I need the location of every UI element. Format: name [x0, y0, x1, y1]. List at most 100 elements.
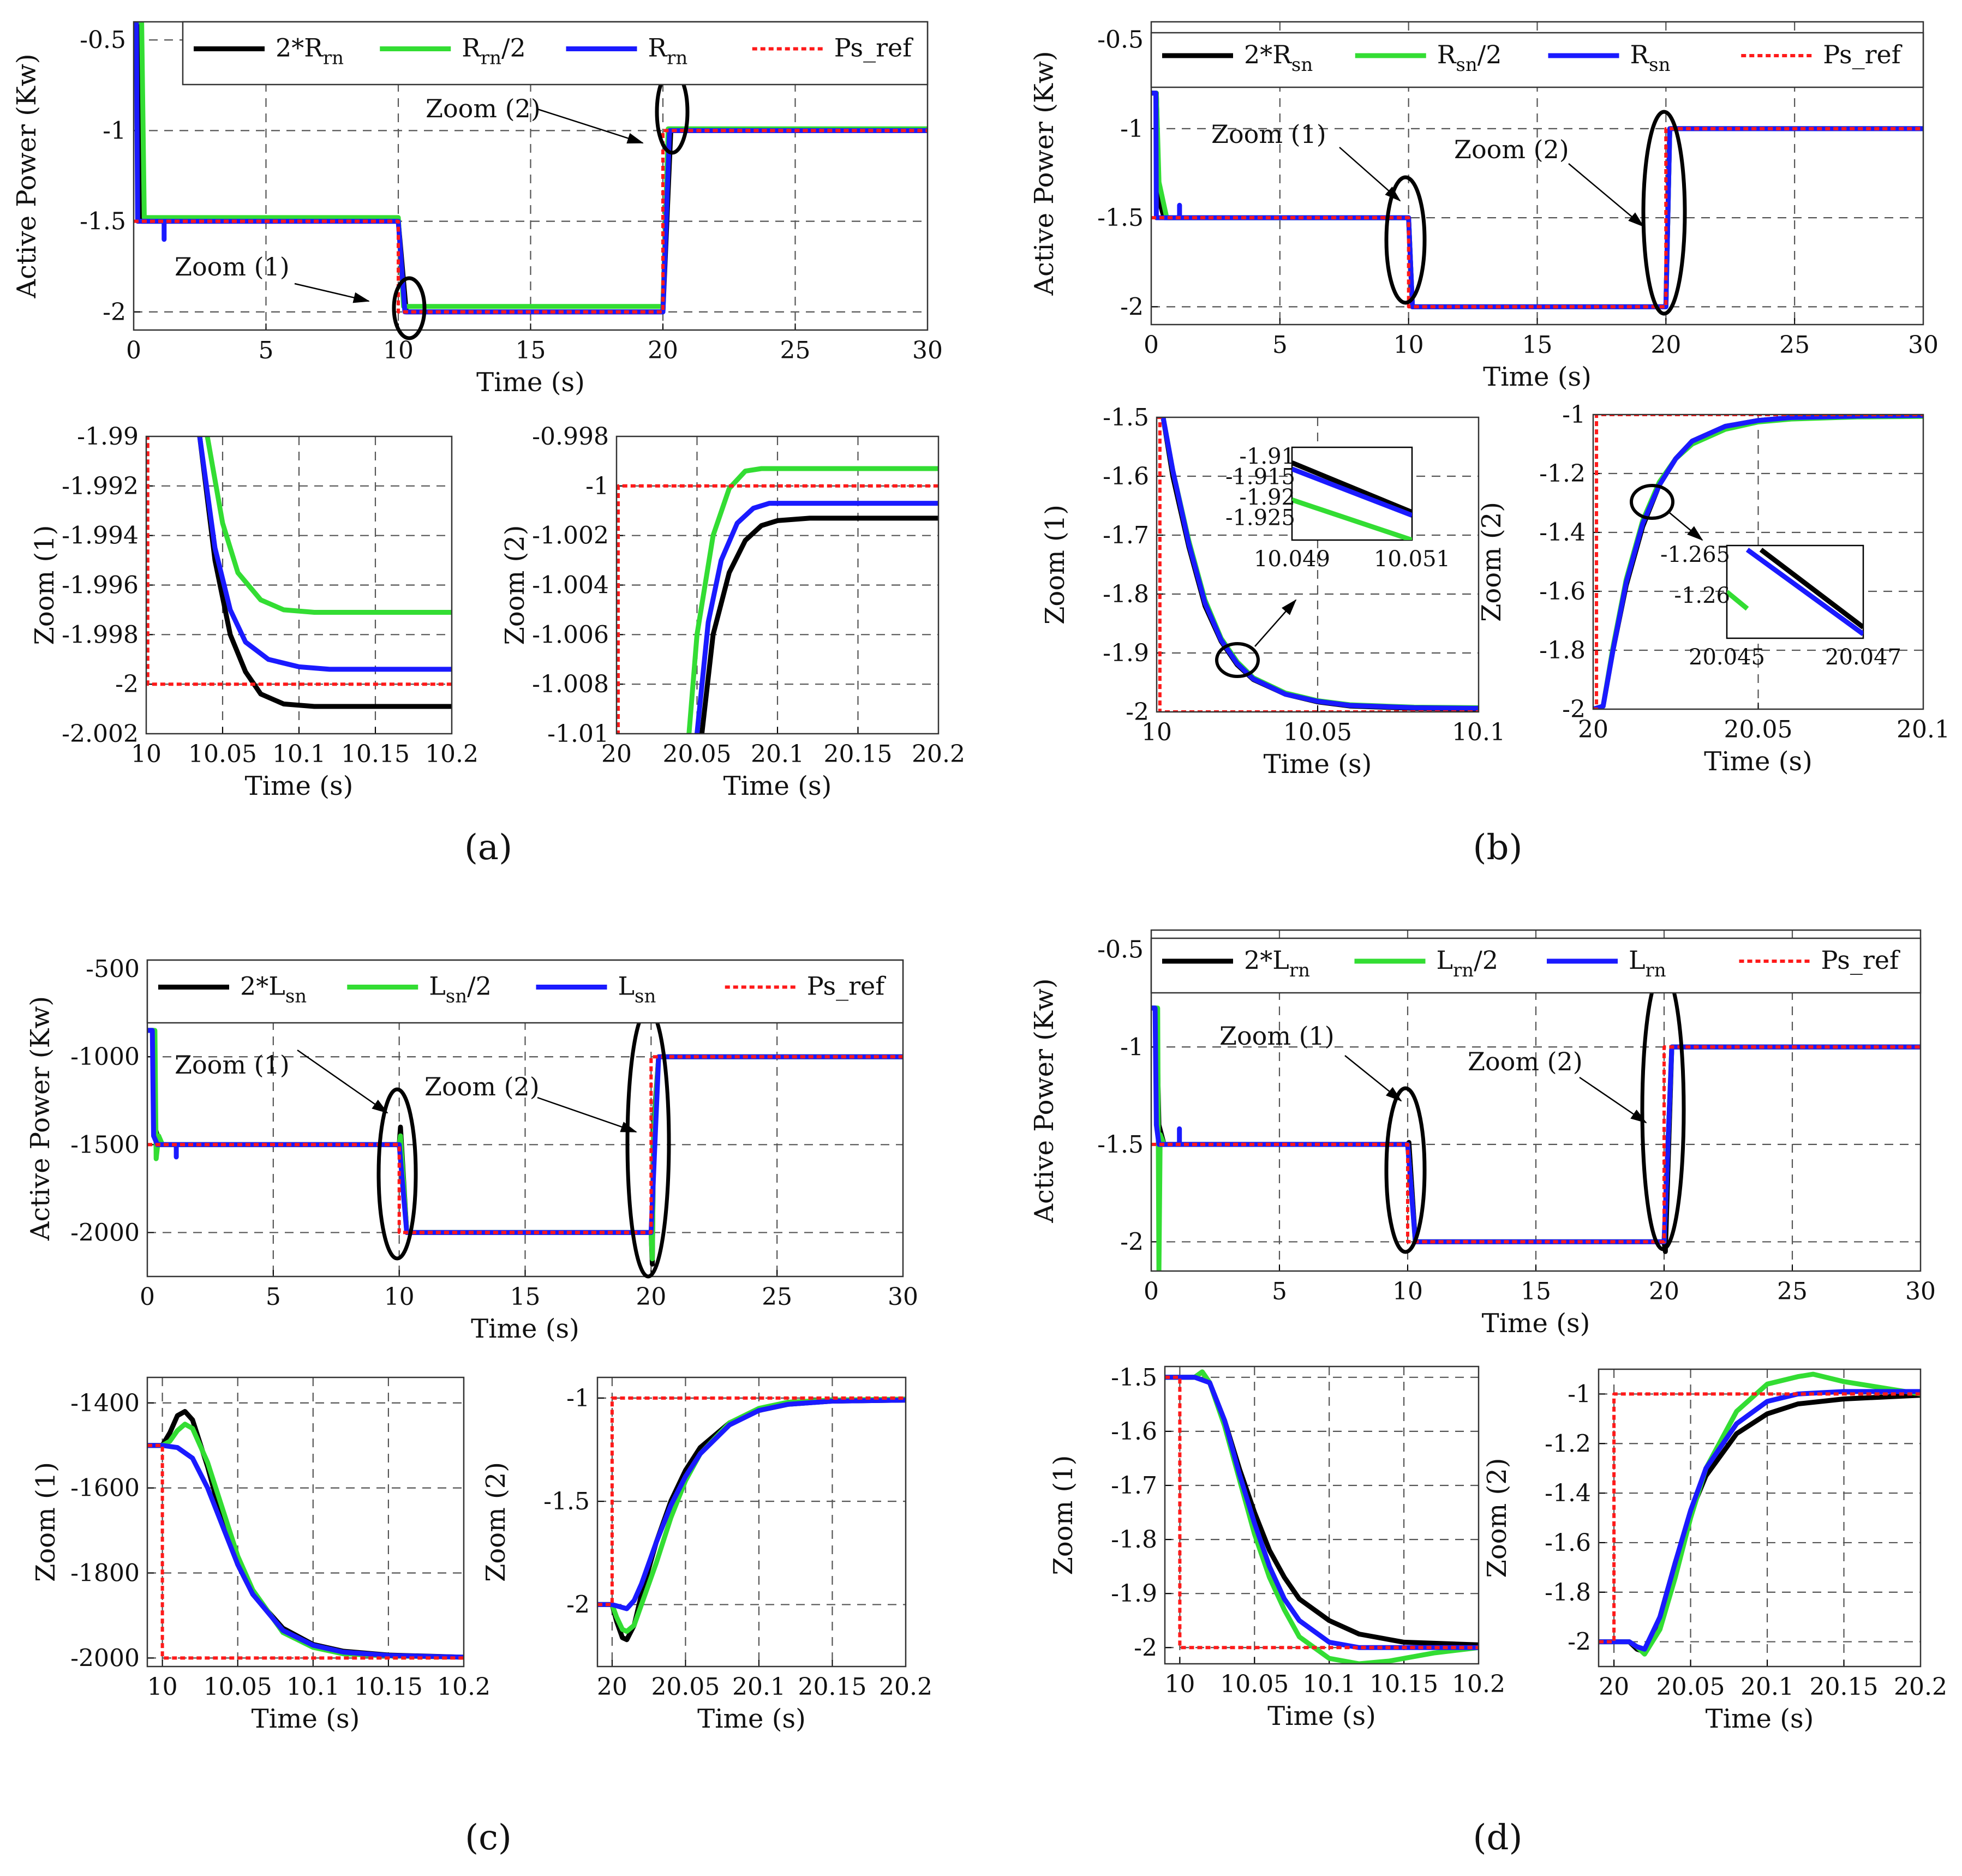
x-tick-label: 5	[1272, 331, 1288, 359]
y-tick-label: -1000	[70, 1043, 140, 1071]
c-zoom1-ylabel: Zoom (1)	[31, 1462, 61, 1582]
a-zoom1-xlabel: Time (s)	[245, 771, 354, 801]
x-tick-label: 20	[601, 740, 632, 768]
legend-box	[146, 959, 904, 1024]
series-line-lrn2	[1165, 1369, 1479, 1664]
x-tick-label: 10	[383, 337, 414, 364]
series-line-psref	[1599, 1392, 1921, 1644]
x-tick-label: 5	[1272, 1278, 1287, 1305]
legend-label: Rsn/2	[1437, 40, 1502, 76]
x-tick-label: 10.2	[1452, 1670, 1505, 1698]
y-tick-label: -1.8	[1103, 580, 1149, 608]
x-tick-label: 20.2	[1894, 1673, 1947, 1701]
x-tick-label: 10.05	[204, 1673, 272, 1701]
d-zoom2-series	[1599, 1371, 1921, 1657]
y-tick-label: -1	[1568, 1380, 1591, 1408]
d-main-frame	[1150, 929, 1922, 1272]
series-line-rsn	[1292, 466, 1412, 518]
x-tick-label: 0	[126, 337, 141, 364]
c-zoom2-plot-area	[597, 1377, 906, 1667]
zoom-pointer-arrow	[1254, 599, 1297, 647]
b-zoom1-ylabel: Zoom (1)	[1040, 505, 1070, 625]
d-main-xlabel: Time (s)	[1482, 1308, 1590, 1339]
b-main-ylabel: Active Power (Kw)	[1029, 51, 1060, 296]
series-line-rsn2	[1292, 498, 1412, 540]
c-main-annotations: Zoom (1) Zoom (2)	[175, 1007, 671, 1279]
x-tick-label: 10.05	[188, 740, 257, 768]
x-tick-label: 20.1	[1740, 1673, 1794, 1701]
zoom-annotation-label: Zoom (2)	[424, 1072, 540, 1101]
y-tick-label: -1.008	[532, 670, 609, 698]
d-zoom1-plot-area	[1165, 1366, 1479, 1664]
d-zoom2-axes: 20 20.05 20.1 20.15 20.2 -1 -1.2 -1.4 -1.6 -1.8 -2…	[1482, 1369, 1947, 1734]
y-tick-label: -1.6	[1103, 463, 1149, 490]
d-zoom1-ylabel: Zoom (1)	[1048, 1455, 1079, 1575]
y-tick-label: -1.5	[1103, 404, 1149, 431]
d-zoom1-series	[1165, 1369, 1479, 1664]
inset-y-tick-label: -1.265	[1660, 542, 1730, 567]
c-zoom2-ylabel: Zoom (2)	[481, 1462, 511, 1582]
y-tick-label: -1	[566, 1384, 590, 1412]
y-tick-label: -0.5	[1097, 936, 1144, 964]
legend-box	[1150, 937, 1922, 994]
y-tick-label: -1.7	[1111, 1472, 1157, 1500]
zoom-marker-ellipse	[1215, 642, 1260, 678]
zoom-ellipse	[376, 1087, 418, 1261]
a-zoom1-ylabel: Zoom (1)	[29, 525, 60, 645]
x-tick-label: 10.15	[1369, 1670, 1438, 1698]
x-tick-label: 15	[516, 337, 546, 364]
d-zoom2-frame	[1598, 1368, 1922, 1668]
zoom-arrow	[1339, 147, 1401, 202]
y-tick-label: -1.5	[80, 208, 126, 236]
x-tick-label: 20	[597, 1673, 627, 1701]
x-tick-label: 0	[1144, 1278, 1159, 1305]
zoom-marker-ellipse	[1630, 484, 1674, 520]
x-tick-label: 20.05	[1656, 1673, 1725, 1701]
c-main-series	[147, 1028, 903, 1267]
zoom-arrow	[1579, 1076, 1647, 1124]
series-line-psref	[1151, 1045, 1921, 1244]
d-zoom1-frame	[1164, 1365, 1480, 1665]
zoom-annotation-label: Zoom (2)	[1454, 135, 1569, 164]
y-tick-label: -1	[1562, 401, 1586, 429]
y-tick-label: -0.998	[532, 423, 609, 451]
b-zoom2-frame	[1592, 413, 1924, 710]
x-tick-label: 0	[1144, 331, 1159, 359]
b-main-series	[1151, 91, 1923, 309]
x-tick-label: 25	[1779, 331, 1810, 359]
legend-label: Lrn	[1629, 945, 1666, 981]
x-tick-label: 15	[1522, 331, 1553, 359]
x-tick-label: 10.2	[425, 740, 478, 768]
x-tick-label: 20.15	[1810, 1673, 1879, 1701]
c-zoom2-frame	[596, 1376, 907, 1668]
inset-frame	[1726, 544, 1864, 639]
y-tick-label: -1.8	[1539, 637, 1586, 664]
legend-label: 2*Lsn	[240, 972, 307, 1008]
series-line-psref	[134, 129, 928, 314]
b-zoom1-xlabel: Time (s)	[1264, 749, 1372, 780]
y-tick-label: -2	[566, 1591, 590, 1619]
y-tick-label: -1.6	[1111, 1418, 1157, 1446]
y-tick-label: -1600	[70, 1475, 140, 1502]
x-tick-label: 10.1	[1302, 1670, 1356, 1698]
y-tick-label: -1.8	[1545, 1579, 1591, 1607]
a-zoom1-axes: 10 10.05 10.1 10.15 10.2 -1.99 -1.992 -1.994 -1.…	[29, 423, 478, 801]
y-tick-label: -2	[115, 670, 139, 698]
series-line-rrn	[197, 436, 452, 672]
x-tick-label: 10	[1141, 718, 1172, 746]
legend-box	[1150, 32, 1924, 88]
x-tick-label: 30	[912, 337, 943, 364]
y-tick-label: -1.2	[1539, 460, 1586, 488]
b-zoom2-xlabel: Time (s)	[1704, 746, 1813, 777]
y-tick-label: -1.996	[62, 572, 139, 600]
zoom-pointer-arrow	[1669, 512, 1703, 541]
legend-label: Lrn/2	[1437, 945, 1498, 981]
zoom-annotation-label: Zoom (1)	[175, 1050, 290, 1080]
a-zoom2-ylabel: Zoom (2)	[500, 525, 530, 645]
series-line-psref	[1157, 417, 1479, 712]
inset-x-tick-label: 20.047	[1825, 645, 1901, 670]
y-tick-label: -1.9	[1103, 639, 1149, 667]
series-line-psref	[147, 1443, 464, 1660]
zoom-arrow	[537, 1096, 637, 1133]
c-main-ylabel: Active Power (Kw)	[25, 996, 56, 1241]
